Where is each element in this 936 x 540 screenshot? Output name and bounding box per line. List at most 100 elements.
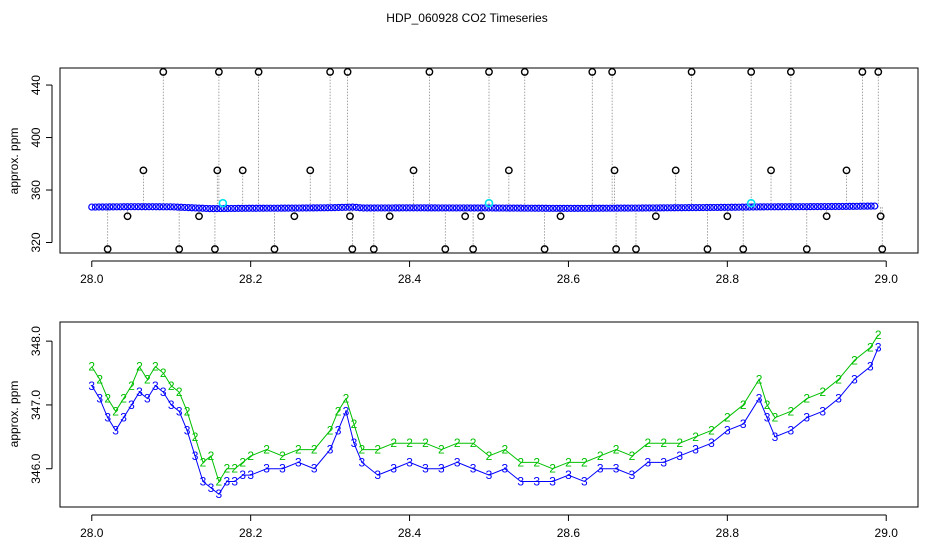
- x-tick-label: 28.8: [716, 526, 740, 540]
- baseline-point: [231, 204, 239, 213]
- baseline-point: [735, 203, 743, 211]
- outlier-point: [469, 245, 478, 253]
- baseline-point: [309, 204, 318, 212]
- baseline-point: [838, 202, 847, 211]
- baseline-point: [563, 204, 571, 212]
- baseline-point: [595, 204, 604, 212]
- baseline-point: [685, 204, 693, 212]
- series-point-label: 3: [772, 430, 779, 444]
- baseline-point: [853, 202, 861, 210]
- baseline-point: [395, 204, 403, 212]
- baseline-point: [667, 204, 675, 212]
- baseline-point: [481, 204, 489, 212]
- outlier-point: [343, 68, 352, 76]
- baseline-point: [567, 204, 575, 212]
- series-point-label: 3: [216, 487, 223, 501]
- series-point-label: 3: [112, 423, 119, 437]
- baseline-point: [370, 204, 378, 212]
- series-point-label: 3: [788, 423, 795, 437]
- baseline-point: [234, 204, 242, 212]
- baseline-point: [556, 204, 564, 212]
- series-point-label: 2: [112, 404, 119, 418]
- outlier-point: [254, 68, 263, 76]
- series-point-label: 2: [176, 385, 183, 399]
- series-point-label: 3: [819, 404, 826, 418]
- series-point-label: 3: [517, 474, 524, 488]
- baseline-point: [581, 204, 589, 212]
- series-point-label: 3: [629, 468, 636, 482]
- series-point-label: 2: [184, 404, 191, 418]
- x-tick-label: 28.4: [398, 272, 422, 286]
- baseline-point: [867, 202, 875, 210]
- series-point-label: 2: [311, 443, 318, 457]
- series-point-label: 2: [152, 360, 159, 374]
- series-point-label: 2: [533, 455, 540, 469]
- baseline-point: [653, 204, 661, 212]
- baseline-point: [542, 204, 550, 212]
- series-point-label: 3: [343, 404, 350, 418]
- baseline-point: [227, 204, 235, 213]
- baseline-point: [602, 204, 611, 212]
- outlier-point: [842, 166, 851, 175]
- cyan-point: [484, 198, 494, 208]
- outlier-point: [556, 212, 565, 221]
- series-point-label: 2: [724, 411, 731, 425]
- baseline-point: [442, 204, 450, 212]
- series-point-label: 3: [374, 468, 381, 482]
- baseline-point: [510, 204, 518, 212]
- outlier-point: [822, 212, 831, 221]
- outlier-point: [588, 68, 597, 76]
- baseline-point: [642, 204, 650, 212]
- baseline-point: [674, 204, 682, 212]
- baseline-point: [331, 204, 339, 212]
- baseline-point: [406, 204, 414, 212]
- baseline-point: [123, 203, 132, 211]
- x-tick-label: 29.0: [875, 526, 899, 540]
- outlier-point: [802, 245, 811, 253]
- series-point-label: 2: [470, 436, 477, 450]
- top-panel: approx. ppm 28.0 28.2 28.4 28.6 28.8 29.0 320 3…: [7, 67, 919, 286]
- series-point-label: 3: [470, 462, 477, 476]
- baseline-point: [681, 204, 689, 212]
- series-point-label: 3: [438, 462, 445, 476]
- outlier-point: [195, 212, 203, 221]
- baseline-point: [449, 204, 457, 212]
- baseline-point: [384, 204, 393, 212]
- y-tick-label: 347.0: [29, 390, 43, 420]
- baseline-point: [756, 203, 764, 211]
- series-point-label: 3: [152, 379, 159, 393]
- baseline-point: [352, 203, 360, 211]
- outlier-point: [632, 245, 640, 253]
- series-point-label: 2: [247, 449, 254, 463]
- baseline-point: [381, 204, 389, 212]
- baseline-point: [499, 204, 507, 212]
- bottom-axes: 28.0 28.2 28.4 28.6 28.8 29.0 346.0 347.0 348.0: [29, 326, 898, 540]
- baseline-point: [492, 204, 500, 212]
- baseline-point: [470, 204, 478, 212]
- outlier-point: [687, 68, 696, 76]
- series-point-label: 2: [764, 398, 771, 412]
- baseline-point: [238, 204, 246, 212]
- series-point-label: 3: [223, 474, 230, 488]
- baseline-point: [327, 204, 335, 212]
- baseline-point: [363, 204, 371, 212]
- outlier-point: [346, 212, 354, 221]
- baseline-point: [413, 204, 421, 212]
- series-point-label: 2: [239, 455, 246, 469]
- baseline-point: [849, 202, 857, 210]
- series-point-label: 3: [168, 398, 175, 412]
- series-point-label: 2: [223, 462, 230, 476]
- x-tick-label: 28.6: [557, 526, 581, 540]
- series-point-label: 3: [724, 423, 731, 437]
- baseline-point: [713, 203, 722, 212]
- baseline-point: [188, 204, 196, 212]
- baseline-point: [263, 204, 271, 212]
- baseline-point: [181, 203, 189, 212]
- series-point-label: 3: [160, 385, 167, 399]
- baseline-point: [649, 204, 657, 212]
- series-point-label: 2: [517, 455, 524, 469]
- baseline-point: [320, 204, 328, 212]
- baseline-point: [409, 204, 418, 212]
